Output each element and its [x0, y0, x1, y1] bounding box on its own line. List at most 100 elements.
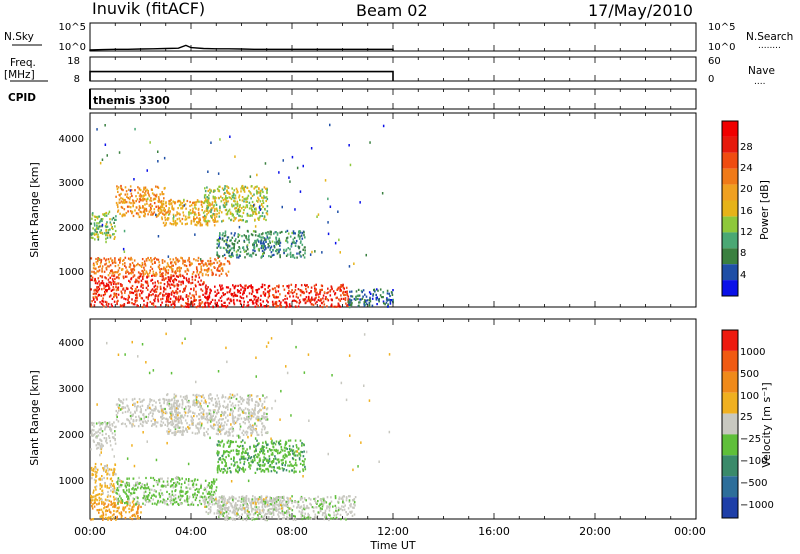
- time-axis-label: Time UT: [369, 539, 415, 552]
- heatmap-region-2: [203, 283, 268, 309]
- colorbar-swatch: [722, 330, 738, 351]
- velocity-cbar-tick-m100: −100: [740, 456, 767, 467]
- velocity-cbar-tick-m500: −500: [740, 478, 767, 489]
- colorbar-frame: [721, 329, 739, 519]
- heatmap-region-5: [90, 421, 117, 451]
- heatmap-region-2: [115, 476, 218, 507]
- colorbar-swatch: [722, 248, 738, 265]
- heatmap-region-0: [90, 499, 142, 521]
- power-y-ticks: 4000 3000 2000 1000: [59, 134, 84, 278]
- xtick-1600: 16:00: [478, 525, 510, 538]
- power-cbar-tick-12: 12: [740, 227, 753, 238]
- scatter-echoes: [96, 332, 391, 483]
- heatmap-region-4: [204, 495, 293, 516]
- velocity-ytick-4000: 4000: [59, 338, 84, 349]
- power-cbar-tick-8: 8: [740, 248, 746, 259]
- velocity-ytick-3000: 3000: [59, 384, 84, 395]
- power-colorbar: [721, 120, 739, 297]
- colorbar-swatch: [722, 392, 738, 414]
- velocity-cbar-tick-m25: −25: [740, 434, 761, 445]
- velocity-y-ticks: 4000 3000 2000 1000: [59, 338, 84, 487]
- colorbar-swatch: [722, 184, 738, 201]
- xtick-0800: 08:00: [276, 525, 308, 538]
- power-cbar-tick-28: 28: [740, 142, 753, 153]
- colorbar-swatch: [722, 413, 738, 435]
- xtick-1200: 12:00: [377, 525, 409, 538]
- nsky-tick-top: 10^5: [59, 22, 86, 33]
- colorbar-swatch: [722, 350, 738, 372]
- heatmap-region-1: [90, 256, 231, 277]
- power-panel-frame: [89, 112, 697, 308]
- colorbar-swatch: [722, 497, 738, 518]
- colorbar-swatch: [722, 434, 738, 456]
- velocity-colorbar-ticks: 1000 500 100 25 −25 −100 −500 −1000: [740, 347, 774, 511]
- colorbar-swatch: [722, 216, 738, 233]
- colorbar-swatch: [722, 152, 738, 169]
- time-axis: 00:00 04:00 08:00 12:00 16:00 20:00 00:0…: [74, 525, 706, 538]
- colorbar-swatch: [722, 371, 738, 393]
- freq-label-1: Freq.: [10, 57, 36, 69]
- velocity-ylabel: Slant Range [km]: [28, 370, 41, 466]
- power-ytick-3000: 3000: [59, 178, 84, 189]
- colorbar-swatch: [722, 280, 738, 297]
- colorbar-frame: [721, 120, 739, 297]
- heatmap-region-1: [90, 462, 117, 502]
- colorbar-swatch: [722, 264, 738, 281]
- scatter-echoes: [96, 123, 385, 268]
- freq-label-2: [MHz]: [4, 69, 35, 81]
- colorbar-swatch: [722, 455, 738, 477]
- power-ytick-4000: 4000: [59, 134, 84, 145]
- nave-dots: ....: [754, 77, 765, 87]
- velocity-heatmap: [90, 332, 391, 522]
- heatmap-region-7: [165, 393, 269, 437]
- freq-tick-bottom: 8: [74, 74, 80, 85]
- heatmap-region-8: [216, 439, 307, 474]
- axis-tickmarks: [89, 23, 697, 519]
- colorbar-swatch: [722, 476, 738, 498]
- nave-label: Nave: [748, 65, 775, 77]
- nsearch-label: N.Search: [746, 31, 793, 43]
- xtick-0400: 04:00: [175, 525, 207, 538]
- freq-tick-top: 18: [67, 56, 80, 67]
- nsky-series-line: [89, 44, 394, 51]
- heatmap-region-5: [90, 211, 117, 241]
- nsearch-dots: ........: [758, 41, 781, 51]
- velocity-colorbar-label: Velocity [m s⁻¹]: [760, 382, 773, 467]
- velocity-cbar-tick-m1000: −1000: [740, 500, 774, 511]
- heatmap-region-0: [90, 274, 205, 309]
- nsearch-tick-bottom: 10^0: [708, 42, 735, 53]
- nave-tick-top: 60: [708, 56, 721, 67]
- power-ytick-2000: 2000: [59, 223, 84, 234]
- cpid-label: CPID: [8, 92, 36, 104]
- power-cbar-tick-24: 24: [740, 163, 753, 174]
- velocity-cbar-tick-100: 100: [740, 391, 759, 402]
- heatmap-region-8: [203, 184, 269, 223]
- power-ylabel: Slant Range [km]: [28, 162, 41, 258]
- xtick-2400: 00:00: [674, 525, 706, 538]
- velocity-cbar-tick-1000: 1000: [740, 347, 765, 358]
- velocity-ytick-1000: 1000: [59, 476, 84, 487]
- power-colorbar-label: Power [dB]: [758, 180, 771, 240]
- heatmap-region-6: [115, 184, 167, 219]
- power-colorbar-ticks: 28 24 20 16 12 8 4: [740, 142, 753, 281]
- heatmap-region-4: [347, 288, 394, 309]
- nsearch-tick-top: 10^5: [708, 22, 735, 33]
- colorbar-swatch: [722, 168, 738, 185]
- power-cbar-tick-16: 16: [740, 206, 753, 217]
- date-title: 17/May/2010: [588, 1, 693, 20]
- velocity-cbar-tick-25: 25: [740, 412, 753, 423]
- colorbar-swatch: [722, 121, 738, 137]
- velocity-cbar-tick-500: 500: [740, 369, 759, 380]
- power-ytick-1000: 1000: [59, 267, 84, 278]
- power-cbar-tick-20: 20: [740, 184, 753, 195]
- xtick-2000: 20:00: [579, 525, 611, 538]
- colorbar-swatch: [722, 232, 738, 249]
- heatmap-region-3: [266, 283, 350, 309]
- power-heatmap: [90, 123, 394, 309]
- nsky-tick-bottom: 10^0: [59, 42, 86, 53]
- colorbar-swatch: [722, 200, 738, 217]
- heatmap-region-7: [160, 198, 218, 227]
- cpid-value: themis 3300: [93, 94, 170, 107]
- nsky-label: N.Sky: [4, 31, 34, 43]
